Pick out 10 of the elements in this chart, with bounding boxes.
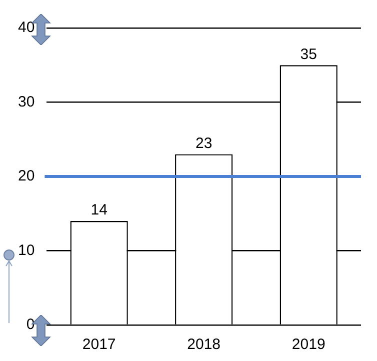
- x-tick-label: 2018: [187, 336, 221, 354]
- data-label: 14: [90, 202, 108, 219]
- y-tick-label: 10: [18, 242, 35, 259]
- x-tick-label: 2017: [82, 336, 116, 354]
- x-tick-label: 2019: [292, 336, 326, 354]
- data-label: 35: [300, 46, 317, 63]
- y-tick-label: 30: [18, 93, 35, 110]
- data-label: 23: [196, 134, 212, 152]
- y-tick-label: 40: [18, 19, 35, 36]
- y-tick-label: 20: [18, 168, 35, 185]
